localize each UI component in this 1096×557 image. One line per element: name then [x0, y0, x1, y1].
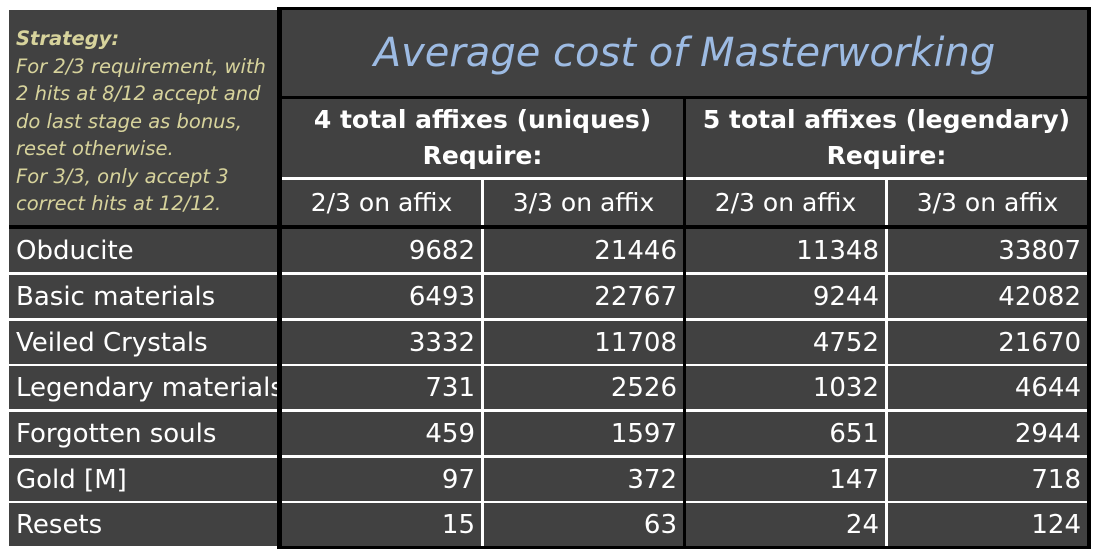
value-cell: 21670	[888, 321, 1087, 364]
value-cell: 459	[282, 412, 481, 455]
grid-line-vertical	[1087, 7, 1091, 549]
group-label: 4 total affixes (uniques)	[313, 105, 652, 134]
group-sublabel: Require:	[422, 141, 543, 170]
value-cell: 24	[686, 503, 885, 546]
value-cell: 63	[484, 503, 683, 546]
value-cell: 147	[686, 458, 885, 501]
strategy-line: reset otherwise.	[16, 137, 174, 160]
value-cell: 97	[282, 458, 481, 501]
strategy-line: 2 hits at 8/12 accept and	[16, 82, 261, 105]
grid-line-horizontal	[277, 96, 1091, 99]
value-cell: 4644	[888, 366, 1087, 409]
row-label: Basic materials	[9, 275, 277, 318]
value-cell: 33807	[888, 229, 1087, 272]
strategy-line: correct hits at 12/12.	[16, 192, 222, 215]
group-label: 5 total affixes (legendary)	[702, 105, 1071, 134]
value-cell: 124	[888, 503, 1087, 546]
value-cell: 2526	[484, 366, 683, 409]
strategy-line: do last stage as bonus,	[16, 109, 242, 133]
row-label: Forgotten souls	[9, 412, 277, 455]
row-label: Obducite	[9, 229, 277, 272]
column-header: 2/3 on affix	[686, 180, 885, 225]
value-cell: 11708	[484, 321, 683, 364]
strategy-heading: Strategy:	[16, 27, 120, 50]
grid-line-horizontal	[277, 7, 1091, 10]
value-cell: 1597	[484, 412, 683, 455]
value-cell: 2944	[888, 412, 1087, 455]
strategy-line: For 3/3, only accept 3	[16, 164, 229, 188]
grid-line-vertical	[277, 7, 282, 549]
value-cell: 3332	[282, 321, 481, 364]
row-label: Resets	[9, 503, 277, 546]
group-sublabel: Require:	[826, 141, 947, 170]
grid-line-vertical	[683, 96, 686, 549]
value-cell: 22767	[484, 275, 683, 318]
value-cell: 9244	[686, 275, 885, 318]
row-label: Gold [M]	[9, 458, 277, 501]
strategy-note: Strategy: For 2/3 requirement, with 2 hi…	[9, 10, 277, 226]
group-header-legendary: 5 total affixes (legendary) Require:	[686, 99, 1087, 177]
row-label: Veiled Crystals	[9, 321, 277, 364]
value-cell: 15	[282, 503, 481, 546]
column-header: 2/3 on affix	[282, 180, 481, 225]
grid-line-horizontal	[277, 546, 1091, 549]
value-cell: 42082	[888, 275, 1087, 318]
value-cell: 372	[484, 458, 683, 501]
value-cell: 718	[888, 458, 1087, 501]
value-cell: 4752	[686, 321, 885, 364]
value-cell: 9682	[282, 229, 481, 272]
value-cell: 1032	[686, 366, 885, 409]
value-cell: 6493	[282, 275, 481, 318]
grid-line-horizontal	[9, 225, 1091, 229]
value-cell: 731	[282, 366, 481, 409]
column-header: 3/3 on affix	[484, 180, 683, 225]
row-label: Legendary materials	[9, 366, 277, 409]
value-cell: 11348	[686, 229, 885, 272]
group-header-uniques: 4 total affixes (uniques) Require:	[282, 99, 683, 177]
column-header: 3/3 on affix	[888, 180, 1087, 225]
value-cell: 651	[686, 412, 885, 455]
strategy-line: For 2/3 requirement, with	[16, 54, 266, 78]
table-title: Average cost of Masterworking	[282, 10, 1087, 96]
value-cell: 21446	[484, 229, 683, 272]
